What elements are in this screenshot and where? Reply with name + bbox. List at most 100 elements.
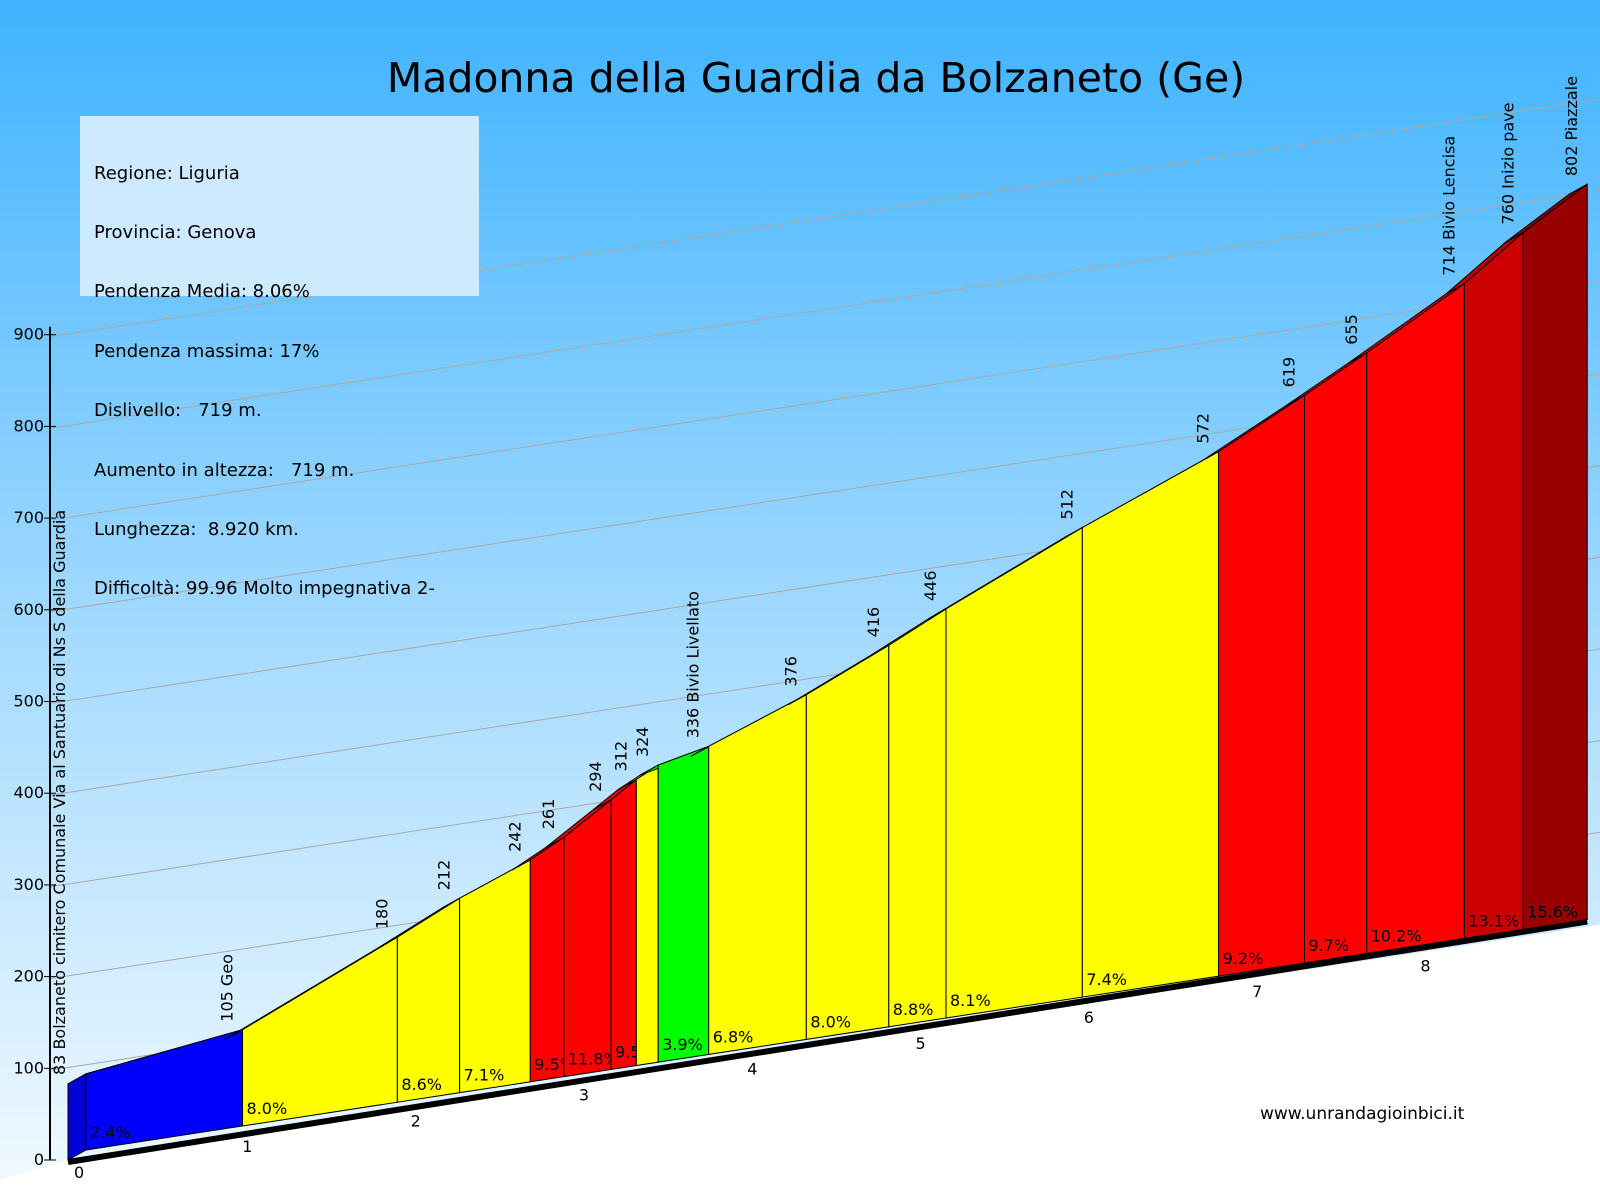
y-tick-label: 100: [13, 1058, 44, 1077]
altitude-label: 802 Piazzale: [1562, 76, 1581, 176]
grade-label: 9.2%: [1223, 949, 1264, 968]
info-elevation-gain: Dislivello: 719 m.: [94, 400, 262, 422]
grade-label: 10.2%: [1371, 926, 1422, 945]
altitude-label: 376: [781, 656, 800, 687]
altitude-label: 212: [435, 860, 454, 891]
y-tick-label: 900: [13, 325, 44, 344]
x-tick-label: 0: [74, 1163, 84, 1182]
altitude-label: 655: [1342, 314, 1361, 345]
grade-label: 8.0%: [247, 1099, 288, 1118]
segment-face: [1366, 282, 1465, 954]
segment-face: [635, 764, 659, 1067]
segment-face: [1303, 351, 1368, 964]
segment-face: [610, 778, 637, 1070]
grade-label: 8.0%: [810, 1012, 851, 1031]
altitude-label: 572: [1194, 413, 1213, 444]
segment-1: 2.4%: [67, 1029, 244, 1161]
y-tick-label: 600: [13, 600, 44, 619]
grade-label: 11.8%: [568, 1050, 619, 1069]
grade-label: 13.1%: [1468, 911, 1519, 930]
ground-plane: [0, 924, 1600, 1200]
grade-label: 7.1%: [464, 1066, 505, 1085]
segment-10: 6.8%: [690, 693, 807, 1055]
y-tick-label: 500: [13, 692, 44, 711]
altitude-label: 336 Bivio Livellato: [684, 591, 703, 738]
altitude-label: 619: [1279, 357, 1298, 388]
segment-16: 9.7%: [1286, 351, 1368, 964]
info-region: Regione: Liguria: [94, 162, 240, 184]
segment-face: [1463, 231, 1524, 940]
altitude-label: 242: [505, 821, 524, 852]
x-tick-label: 8: [1420, 956, 1430, 975]
segment-face: [563, 798, 612, 1078]
y-tick-label: 800: [13, 416, 44, 435]
altitude-label: 416: [864, 607, 883, 638]
y-tick-label: 200: [13, 967, 44, 986]
x-tick-label: 4: [747, 1060, 757, 1079]
altitude-label: 512: [1057, 489, 1076, 520]
info-max-grade: Pendenza massima: 17%: [94, 340, 320, 362]
altitude-label: 760 Inizio pave: [1498, 103, 1517, 225]
profile-segments: 2.4%8.0%8.6%7.1%9.5%11.8%9.5% 3.9% 6.8%8.0…: [67, 183, 1588, 1161]
segment-face: [1522, 183, 1588, 930]
info-length: Lunghezza: 8.920 km.: [94, 518, 299, 540]
grade-label: 7.4%: [1086, 970, 1127, 989]
grade-label: 2.4%: [90, 1123, 131, 1142]
altitude-label: 446: [921, 570, 940, 601]
segment-15: 9.2%: [1200, 394, 1305, 977]
y-tick-label: 0: [34, 1150, 44, 1169]
segment-14: 7.4%: [1064, 450, 1220, 998]
ground: [0, 918, 1600, 1200]
segment-19: 15.6%: [1504, 183, 1588, 930]
y-tick-label: 400: [13, 783, 44, 802]
segment-face: [1218, 394, 1305, 977]
gridline-900: [49, 98, 1600, 338]
info-height-increase: Aumento in altezza: 719 m.: [94, 459, 355, 481]
grade-label: 15.6%: [1527, 902, 1578, 921]
ground-edge: [67, 918, 1588, 1165]
gridline-800: [49, 189, 1600, 429]
segment-face: [529, 836, 565, 1083]
start-label: 83 Bolzaneto cimitero Comunale Via al Sa…: [50, 510, 69, 1075]
x-tick-label: 3: [579, 1085, 589, 1104]
segment-18: 13.1%: [1446, 231, 1524, 940]
axes: 0 100 200 300 400 500 600 700 800 900 0 1 2 3 4 5 6 7 8: [13, 325, 1430, 1182]
grade-label: 8.6%: [401, 1075, 442, 1094]
altitude-label: 180: [372, 899, 391, 930]
altitude-label: 714 Bivio Lencisa: [1439, 136, 1458, 276]
x-tick-label: 6: [1084, 1008, 1094, 1027]
grade-label: 6.8%: [713, 1027, 754, 1046]
altitude-label: 294: [586, 761, 605, 792]
altitude-label: 324: [633, 727, 652, 758]
x-tick-label: 7: [1252, 982, 1262, 1001]
segment-17: 10.2%: [1348, 282, 1465, 954]
info-box: Regione: Liguria Provincia: Genova Pende…: [80, 116, 479, 599]
segment-12: 8.8%: [870, 608, 947, 1028]
altitude-labels: 83 Bolzaneto cimitero Comunale Via al Sa…: [50, 76, 1581, 1075]
info-difficulty: Difficoltà: 99.96 Molto impegnativa 2-: [94, 578, 435, 600]
segment-face: [888, 608, 947, 1028]
x-tick-label: 5: [916, 1034, 926, 1053]
segment-face: [657, 745, 710, 1063]
info-province: Provincia: Genova: [94, 221, 257, 243]
grade-label: 9.7%: [1308, 936, 1349, 955]
altitude-label: 312: [611, 741, 630, 772]
segment-face: [459, 859, 531, 1094]
segment-face: [805, 644, 890, 1041]
segment-face: [945, 526, 1083, 1019]
altitude-label: 105 Geo: [218, 954, 237, 1022]
x-tick-label: 1: [242, 1137, 252, 1156]
website-credit: www.unrandagioinbici.it: [1260, 1104, 1465, 1124]
segment-side: [67, 1073, 87, 1161]
segment-face: [1081, 450, 1220, 998]
y-tick-label: 700: [13, 508, 44, 527]
grade-label: 8.8%: [893, 1000, 934, 1019]
segment-face: [708, 693, 807, 1055]
gridline-700: [49, 281, 1600, 521]
x-tick-label: 2: [411, 1111, 421, 1130]
altitude-label: 261: [539, 799, 558, 830]
segment-4: 7.1%: [441, 859, 531, 1094]
segment-9: 3.9%: [639, 745, 710, 1063]
